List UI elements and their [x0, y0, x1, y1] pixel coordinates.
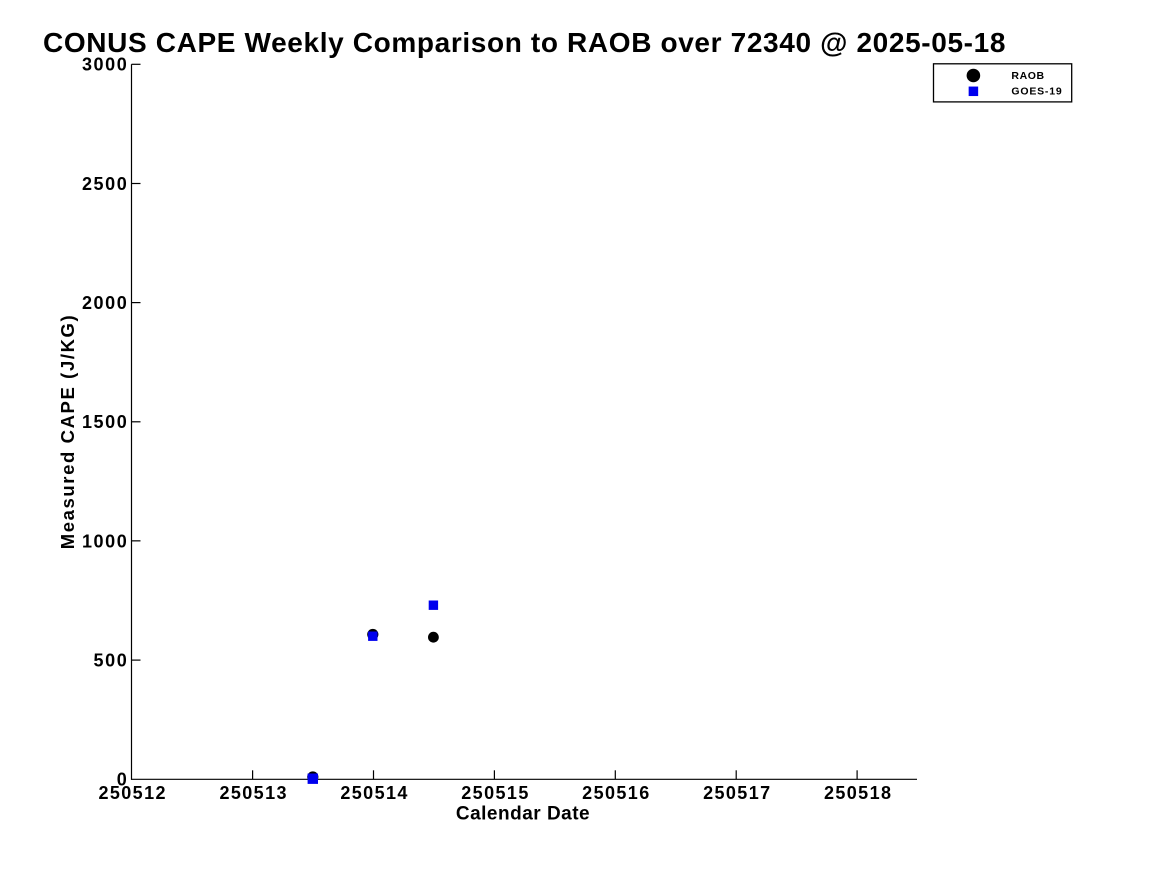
- svg-text:500: 500: [94, 650, 129, 670]
- svg-text:250513: 250513: [219, 783, 287, 803]
- svg-text:1500: 1500: [82, 412, 128, 432]
- svg-text:GOES-19: GOES-19: [1011, 86, 1062, 98]
- svg-text:Measured CAPE (J/KG): Measured CAPE (J/KG): [57, 314, 78, 550]
- svg-text:2500: 2500: [82, 174, 128, 194]
- svg-text:250514: 250514: [340, 783, 408, 803]
- svg-text:250512: 250512: [98, 783, 166, 803]
- svg-text:250518: 250518: [824, 783, 892, 803]
- svg-text:2000: 2000: [82, 293, 128, 313]
- svg-text:3000: 3000: [82, 55, 128, 75]
- svg-text:250516: 250516: [582, 783, 650, 803]
- svg-text:Calendar Date: Calendar Date: [456, 803, 590, 824]
- svg-text:250515: 250515: [461, 783, 529, 803]
- svg-text:250517: 250517: [703, 783, 771, 803]
- svg-text:CONUS CAPE Weekly Comparison t: CONUS CAPE Weekly Comparison to RAOB ove…: [43, 27, 1006, 58]
- svg-text:1000: 1000: [82, 531, 128, 551]
- svg-text:0: 0: [117, 770, 129, 790]
- svg-text:RAOB: RAOB: [1011, 70, 1044, 82]
